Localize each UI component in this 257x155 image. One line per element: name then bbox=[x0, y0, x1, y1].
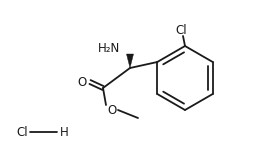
Text: Cl: Cl bbox=[175, 24, 187, 38]
Text: Cl: Cl bbox=[16, 126, 28, 139]
Text: H₂N: H₂N bbox=[98, 42, 120, 55]
Text: O: O bbox=[77, 75, 87, 89]
Text: O: O bbox=[107, 104, 117, 117]
Polygon shape bbox=[126, 54, 133, 68]
Text: H: H bbox=[60, 126, 68, 139]
